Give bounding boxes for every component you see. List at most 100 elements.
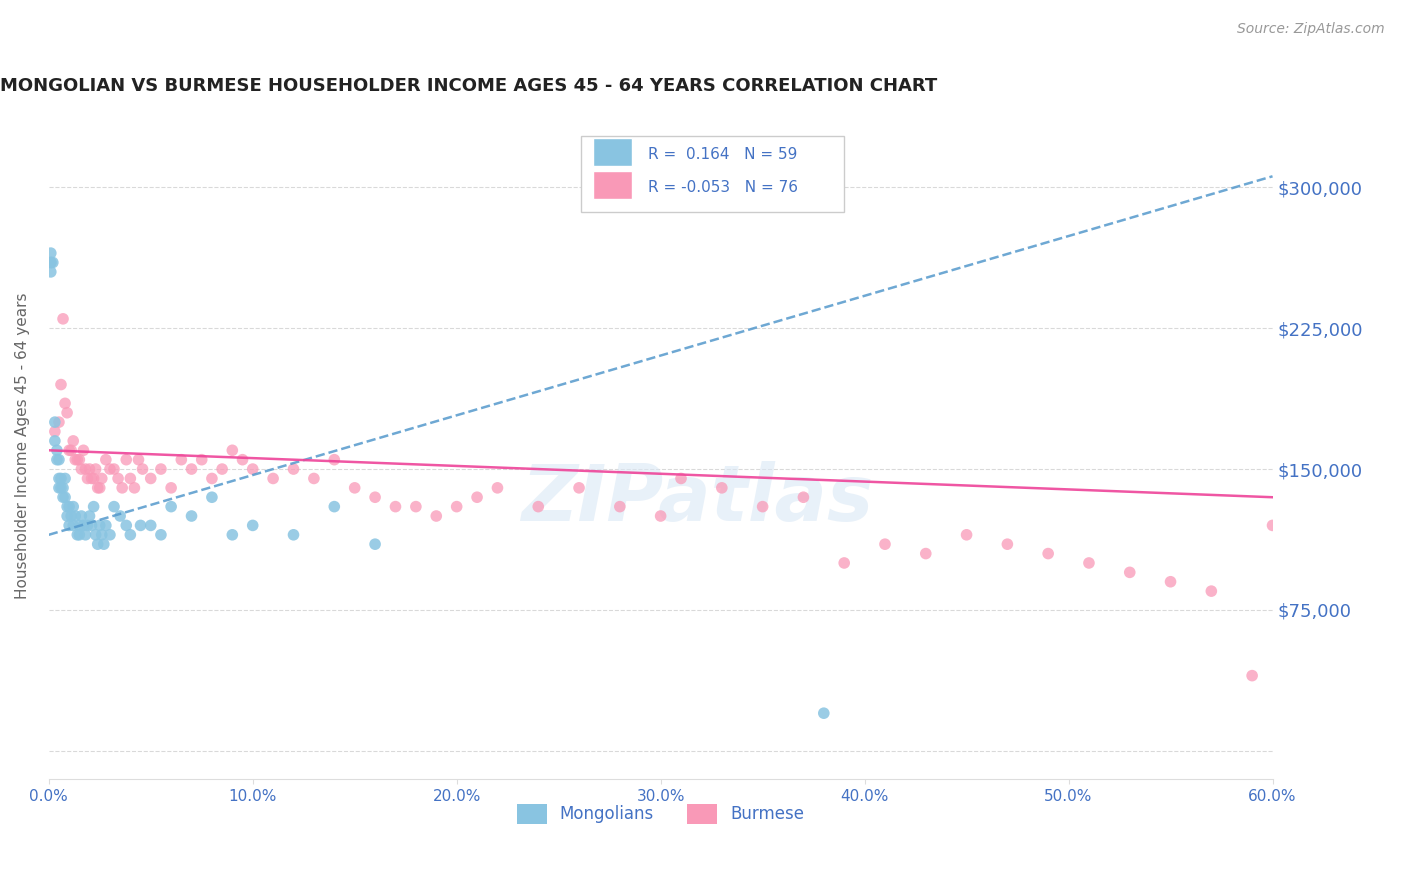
Point (609, 500, 631, 514)
Point (128, 452, 150, 467)
Point (83, 500, 105, 514)
Point (107, 471, 129, 485)
Point (364, 537, 387, 551)
Point (1078, 556, 1101, 570)
Point (131, 462, 153, 476)
Point (62, 500, 84, 514)
Point (323, 452, 346, 467)
Point (67, 452, 90, 467)
Point (115, 518, 138, 533)
Point (242, 462, 264, 476)
Point (364, 490, 387, 504)
Point (425, 508, 447, 523)
Point (955, 528, 977, 542)
Point (792, 490, 814, 504)
Point (201, 490, 224, 504)
Point (42, 255, 65, 269)
Point (486, 481, 509, 495)
Point (86, 481, 108, 495)
Point (108, 508, 131, 523)
Point (58, 500, 80, 514)
Point (56, 508, 79, 523)
FancyBboxPatch shape (581, 136, 844, 212)
Point (39, 255, 62, 269)
Point (66, 528, 89, 542)
Point (65, 508, 87, 523)
Point (669, 471, 692, 485)
Text: R =  0.164   N = 59: R = 0.164 N = 59 (648, 147, 797, 161)
Point (62, 518, 84, 533)
Point (52, 311, 75, 326)
Point (44, 415, 66, 429)
Point (405, 500, 427, 514)
Point (1036, 547, 1059, 561)
FancyBboxPatch shape (593, 138, 633, 166)
Point (48, 471, 70, 485)
Point (79, 508, 101, 523)
Point (39, 265, 62, 279)
Point (89, 481, 111, 495)
Point (66, 452, 89, 467)
Point (60, 443, 83, 458)
Point (111, 481, 134, 495)
Point (75, 462, 97, 476)
Point (52, 481, 75, 495)
Point (90, 528, 112, 542)
Point (149, 462, 172, 476)
Point (84, 462, 107, 476)
Point (60, 508, 83, 523)
Point (139, 518, 162, 533)
FancyBboxPatch shape (593, 171, 633, 199)
Point (568, 481, 591, 495)
Point (139, 471, 162, 485)
Point (1261, 518, 1284, 533)
Point (90, 471, 112, 485)
Point (384, 500, 406, 514)
Point (149, 528, 172, 542)
Point (93, 537, 115, 551)
Point (56, 500, 79, 514)
Point (221, 528, 243, 542)
Point (72, 443, 94, 458)
Point (80, 471, 103, 485)
Point (211, 462, 233, 476)
Point (53, 396, 76, 410)
Point (89, 518, 111, 533)
Point (1160, 574, 1182, 589)
Point (76, 471, 98, 485)
Point (52, 490, 75, 504)
Text: MONGOLIAN VS BURMESE HOUSEHOLDER INCOME AGES 45 - 64 YEARS CORRELATION CHART: MONGOLIAN VS BURMESE HOUSEHOLDER INCOME … (0, 78, 936, 95)
Point (79, 462, 101, 476)
Y-axis label: Householder Income Ages 45 - 64 years: Householder Income Ages 45 - 64 years (15, 293, 30, 599)
Point (103, 462, 125, 476)
Point (58, 518, 80, 533)
Point (115, 452, 138, 467)
Point (48, 481, 70, 495)
Point (180, 462, 202, 476)
Point (48, 415, 70, 429)
Point (76, 518, 98, 533)
Legend: Mongolians, Burmese: Mongolians, Burmese (510, 797, 811, 830)
Point (39, 255, 62, 269)
Text: ZIPatlas: ZIPatlas (522, 461, 873, 537)
Point (650, 508, 672, 523)
Point (1201, 584, 1223, 599)
Point (44, 434, 66, 448)
Point (49, 471, 72, 485)
Point (103, 500, 125, 514)
Point (160, 500, 183, 514)
Point (48, 452, 70, 467)
Point (67, 518, 90, 533)
Point (98, 528, 121, 542)
Point (39, 246, 62, 260)
Point (80, 518, 103, 533)
Point (160, 481, 183, 495)
Point (53, 471, 76, 485)
Point (813, 706, 835, 721)
Point (170, 452, 193, 467)
Point (45, 452, 67, 467)
Point (94, 518, 117, 533)
Point (710, 481, 733, 495)
Point (67, 528, 90, 542)
Point (343, 481, 366, 495)
